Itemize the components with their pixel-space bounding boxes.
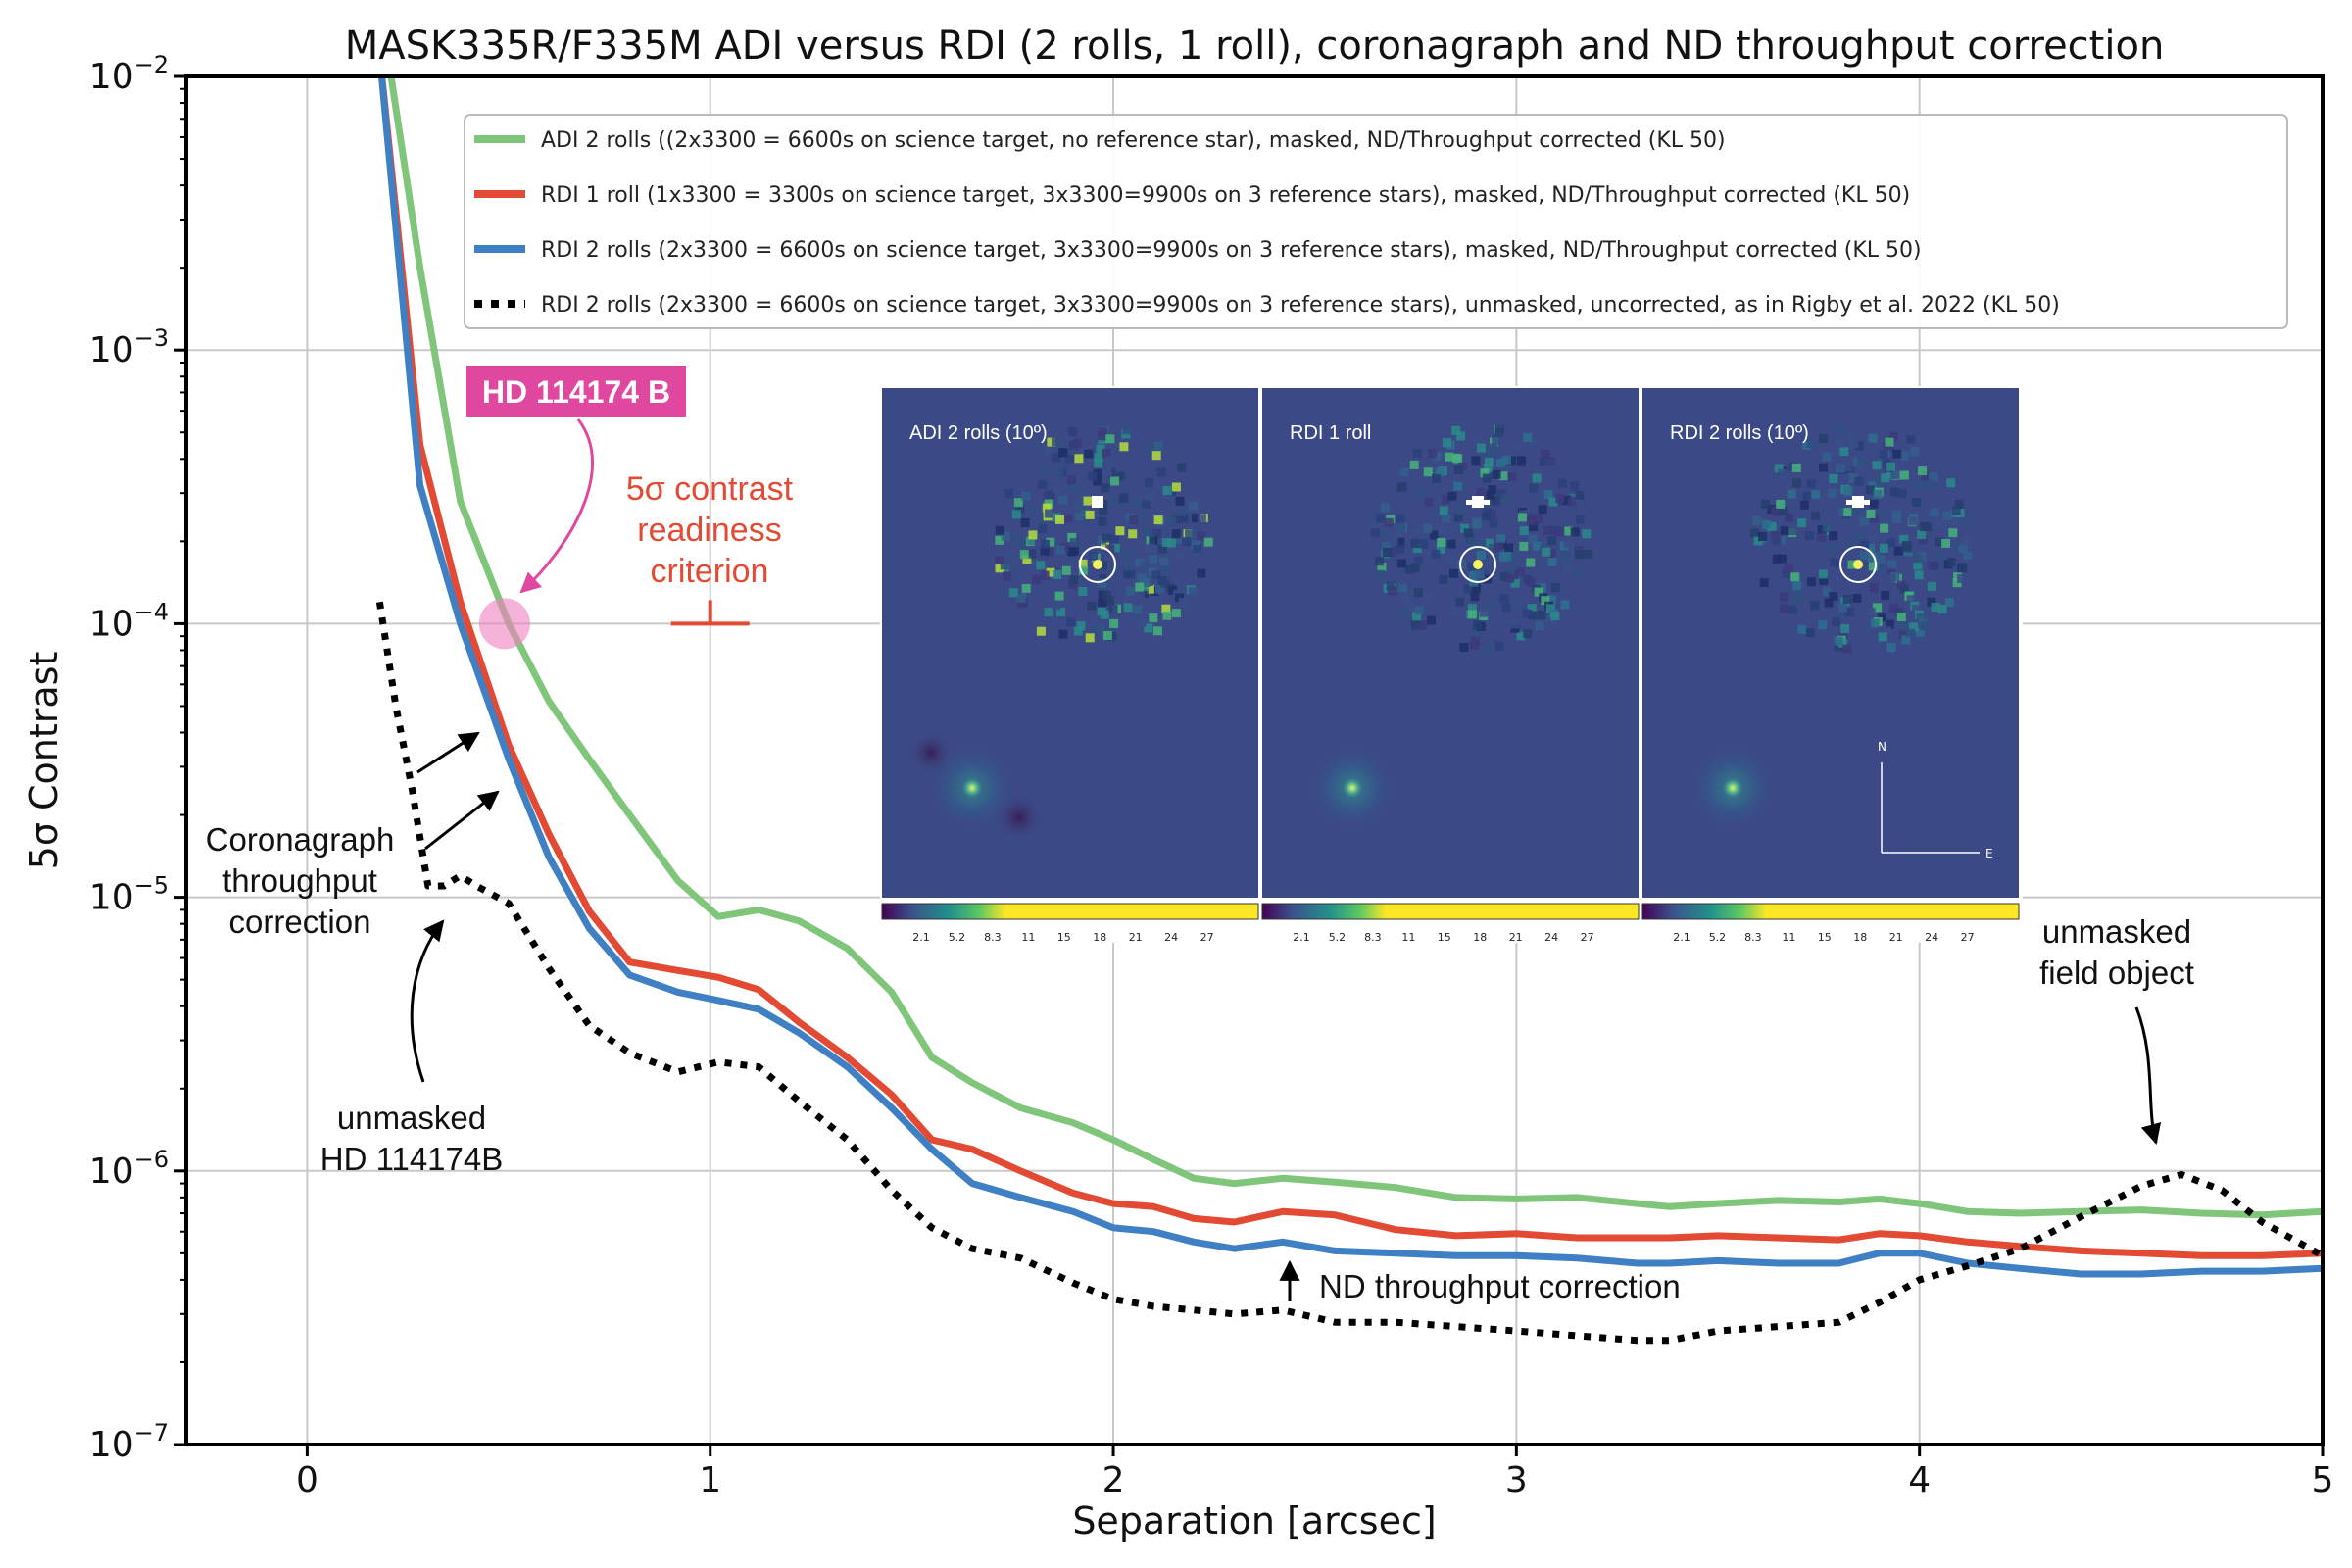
plot-frame [184, 74, 2325, 1446]
series-line-rdi-1roll [378, 76, 2323, 1259]
y-tick-label: 10−5 [89, 872, 169, 918]
colorbar-tick-label: 27 [1200, 931, 1214, 944]
svg-text:5σ contrast: 5σ contrast [626, 470, 794, 508]
annotation-nd-correction: ND throughput correction [1319, 1268, 1681, 1304]
annotation-coronagraph: Coronagraph throughput correction [206, 821, 395, 940]
inset-panel-3: RDI 2 rolls (10º) 2.1 5.2 8.3 11 15 18 21 24 27 N E [1642, 388, 2020, 944]
colorbar-tick-label: 8.3 [984, 931, 1002, 944]
y-tick-label: 10−7 [89, 1419, 169, 1465]
x-tick-label: 0 [296, 1460, 318, 1500]
x-tick-label: 3 [1505, 1460, 1528, 1500]
colorbar-tick-label: 15 [1057, 931, 1071, 944]
svg-text:correction: correction [229, 904, 371, 940]
legend-label-rdi-2rolls: RDI 2 rolls (2x3300 = 6600s on science t… [541, 238, 1922, 263]
colorbar-tick-label: 5.2 [949, 931, 966, 944]
inset-panel-2: RDI 1 roll 2.1 5.2 8.3 11 15 18 21 24 27 [1261, 388, 1640, 944]
annotation-contrast-criterion: 5σ contrast readiness criterion [626, 470, 794, 590]
compass-north-label: N [1878, 740, 1886, 754]
colorbar-tick-label: 18 [1853, 931, 1867, 944]
x-tick-label: 1 [699, 1460, 721, 1500]
compass-east-label: E [1985, 847, 1993, 860]
y-tick-label: 10−3 [89, 324, 169, 370]
annotation-field-object: unmasked field object [2039, 913, 2194, 991]
svg-text:criterion: criterion [651, 553, 769, 590]
colorbar-tick-label: 15 [1818, 931, 1832, 944]
colorbar-tick-label: 18 [1093, 931, 1106, 944]
inset-colorbar [1261, 903, 1640, 920]
chart-title: MASK335R/F335M ADI versus RDI (2 rolls, … [345, 24, 2165, 69]
coronagraph-arrow-upper [416, 731, 480, 774]
unmasked-hd-arrow [410, 919, 445, 1083]
colorbar-tick-label: 11 [1782, 931, 1795, 944]
y-tick-label: 10−4 [89, 598, 169, 644]
coronagraph-arrow-lower [424, 790, 500, 851]
y-axis-ticks: 10−2 10−3 10−4 10−5 10−6 10−7 [89, 51, 186, 1465]
colorbar-tick-label: 2.1 [1673, 931, 1690, 944]
svg-text:readiness: readiness [637, 512, 781, 549]
colorbar-tick-label: 8.3 [1744, 931, 1762, 944]
colorbar-tick-label: 5.2 [1709, 931, 1727, 944]
inset-panel-label: RDI 1 roll [1290, 422, 1371, 444]
legend-label-rdi-1roll: RDI 1 roll (1x3300 = 3300s on science ta… [541, 183, 1910, 208]
colorbar-tick-label: 21 [1129, 931, 1143, 944]
colorbar-tick-label: 8.3 [1364, 931, 1382, 944]
colorbar-tick-label: 21 [1509, 931, 1523, 944]
colorbar-tick-label: 18 [1473, 931, 1487, 944]
colorbar-tick-label: 24 [1544, 931, 1558, 944]
x-tick-label: 2 [1102, 1460, 1125, 1500]
legend: ADI 2 rolls ((2x3300 = 6600s on science … [464, 114, 2288, 329]
colorbar-tick-label: 24 [1925, 931, 1938, 944]
inset-colorbar [881, 903, 1259, 920]
svg-text:HD 114174B: HD 114174B [320, 1141, 504, 1177]
inset-images: ADI 2 rolls (10º)2.1 5.2 8.3 11 15 18 21 24 27RD… [880, 386, 2023, 944]
svg-text:unmasked: unmasked [2042, 913, 2191, 950]
x-tick-label: 4 [1908, 1460, 1931, 1500]
legend-label-adi: ADI 2 rolls ((2x3300 = 6600s on science … [541, 128, 1726, 153]
series-lines [375, 76, 2323, 1345]
svg-text:field object: field object [2039, 955, 2194, 991]
colorbar-tick-label: 21 [1889, 931, 1903, 944]
colorbar-tick-label: 5.2 [1329, 931, 1347, 944]
y-axis-label: 5σ Contrast [23, 652, 66, 870]
field-object-arrow [2134, 1006, 2162, 1146]
x-axis-ticks: 0 1 2 3 4 5 [296, 1445, 2334, 1500]
series-line-adi-2rolls [387, 76, 2323, 1219]
colorbar-tick-label: 27 [1581, 931, 1594, 944]
colorbar-tick-label: 24 [1164, 931, 1178, 944]
series-line-rdi-2rolls [377, 76, 2323, 1278]
inset-panel-1: ADI 2 rolls (10º) 2.1 5.2 8.3 11 15 18 21 24 27 [881, 388, 1259, 944]
svg-text:Coronagraph: Coronagraph [206, 821, 395, 858]
colorbar-tick-label: 27 [1961, 931, 1975, 944]
hd-label-arrow [519, 418, 595, 594]
annotation-hd-label: HD 114174 B [466, 366, 686, 416]
svg-text:throughput: throughput [222, 862, 377, 899]
inset-panel-label: ADI 2 rolls (10º) [909, 422, 1048, 444]
colorbar-tick-label: 11 [1401, 931, 1415, 944]
annotation-unmasked-hd: unmasked HD 114174B [320, 1100, 504, 1177]
x-axis-label: Separation [arcsec] [1072, 1499, 1436, 1543]
y-tick-label: 10−2 [89, 51, 169, 97]
inset-panel-label: RDI 2 rolls (10º) [1670, 422, 1809, 444]
legend-box [464, 114, 2288, 329]
inset-colorbar [1642, 903, 2020, 920]
legend-label-rdi-unmasked: RDI 2 rolls (2x3300 = 6600s on science t… [541, 293, 2060, 318]
colorbar-tick-label: 2.1 [912, 931, 930, 944]
colorbar-tick-label: 2.1 [1293, 931, 1310, 944]
y-tick-label: 10−6 [89, 1146, 169, 1192]
x-tick-label: 5 [2312, 1460, 2334, 1500]
svg-text:HD 114174 B: HD 114174 B [482, 374, 670, 410]
svg-text:unmasked: unmasked [337, 1100, 486, 1136]
contrast-criterion-marker [670, 600, 750, 626]
colorbar-tick-label: 15 [1438, 931, 1451, 944]
hd-114174b-marker [478, 598, 530, 650]
svg-text:ND throughput correction: ND throughput correction [1319, 1268, 1681, 1304]
colorbar-tick-label: 11 [1021, 931, 1035, 944]
